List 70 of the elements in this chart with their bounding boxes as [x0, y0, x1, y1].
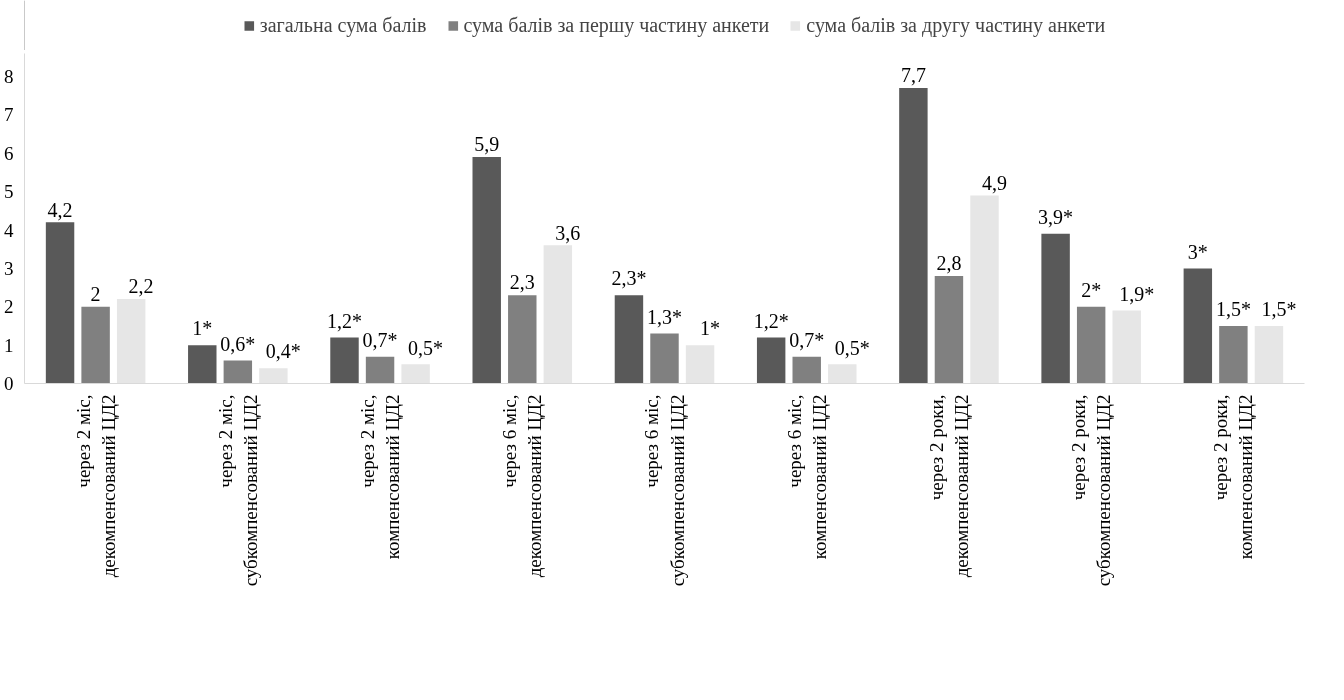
- x-tick-label: через 6 міс, компенсований ЦД2: [783, 394, 830, 560]
- bar: [81, 306, 110, 384]
- bar: [508, 295, 537, 384]
- bar: [1254, 325, 1284, 384]
- data-label: 5,9: [474, 133, 500, 156]
- data-label: 2: [90, 283, 101, 305]
- data-label: 2,8: [936, 252, 962, 275]
- data-label: 1,5*: [1261, 298, 1297, 321]
- data-label: 2,3*: [611, 267, 647, 290]
- data-label: 1,2*: [753, 309, 789, 332]
- bar: [116, 299, 146, 384]
- y-tick-label: 5: [4, 181, 14, 203]
- bar: [1183, 268, 1213, 384]
- bar: [970, 195, 999, 384]
- bar: [934, 276, 964, 384]
- y-tick-label: 8: [4, 66, 14, 88]
- bar: [1112, 310, 1141, 384]
- data-label: 0,7*: [362, 328, 398, 351]
- data-label: 0,4*: [265, 340, 301, 363]
- bar: [330, 337, 359, 384]
- y-tick-label: 0: [4, 373, 14, 394]
- bar: [223, 360, 253, 384]
- data-label: 4,9: [981, 171, 1007, 194]
- data-label: 7,7: [900, 64, 926, 87]
- data-label: 2*: [1081, 279, 1102, 301]
- data-label: 3,6: [555, 221, 581, 244]
- y-tick-label: 6: [4, 142, 14, 164]
- y-tick-label: 3: [4, 257, 14, 279]
- bar: [685, 345, 715, 384]
- data-label: 2,3: [509, 271, 535, 294]
- data-label: 1,9*: [1119, 282, 1155, 305]
- data-label: 1,3*: [647, 305, 682, 328]
- bar: [792, 356, 821, 384]
- legend-label: сума балів за першу частину анкети: [463, 13, 770, 37]
- x-tick-label: через 2 міс, компенсований ЦД2: [356, 394, 404, 560]
- bar: [45, 222, 75, 384]
- data-label: 3*: [1187, 240, 1208, 263]
- data-label: 1,2*: [327, 309, 362, 332]
- y-tick-label: 4: [4, 219, 14, 241]
- bar: [614, 295, 644, 384]
- bar: [1219, 325, 1248, 384]
- data-label: 4,2: [47, 198, 73, 221]
- bar: [401, 364, 430, 384]
- data-label: 0,5*: [834, 336, 870, 359]
- bar: [188, 345, 217, 384]
- bar: [543, 245, 573, 384]
- data-label: 3,9*: [1038, 206, 1074, 229]
- data-label: 0,6*: [220, 332, 256, 355]
- data-label: 0,7*: [789, 328, 825, 351]
- bar: [756, 337, 786, 384]
- bar: [1076, 306, 1106, 384]
- data-label: 1,5*: [1215, 298, 1251, 321]
- bar: [472, 157, 501, 384]
- bar: [899, 88, 928, 384]
- bar: [828, 364, 857, 384]
- legend-label: загальна сума балів: [259, 13, 427, 37]
- legend-label: сума балів за другу частину анкети: [806, 13, 1106, 37]
- data-label: 2,2: [128, 275, 154, 298]
- y-tick-label: 1: [4, 334, 14, 356]
- x-tick-label: через 2 роки, компенсований ЦД2: [1210, 394, 1257, 560]
- y-tick-label: 7: [4, 104, 14, 126]
- bar: [365, 356, 395, 384]
- bar: [650, 333, 679, 384]
- data-label: 1*: [700, 317, 721, 340]
- y-tick-label: 2: [4, 296, 14, 318]
- bar: [1041, 233, 1070, 384]
- bar: [259, 368, 288, 384]
- data-label: 0,5*: [408, 336, 444, 359]
- data-label: 1*: [192, 317, 213, 340]
- x-tick-label: через 2 міс, декомпенсований ЦД2: [72, 394, 119, 578]
